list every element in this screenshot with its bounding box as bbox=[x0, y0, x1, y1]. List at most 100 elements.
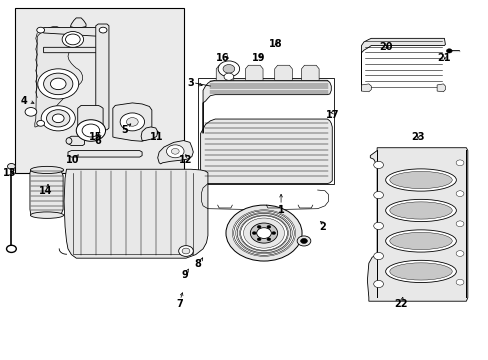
Circle shape bbox=[37, 121, 44, 126]
Polygon shape bbox=[361, 84, 370, 92]
Text: 23: 23 bbox=[410, 132, 424, 142]
Text: 10: 10 bbox=[66, 155, 80, 165]
Circle shape bbox=[455, 279, 463, 285]
Circle shape bbox=[446, 49, 451, 53]
Text: 8: 8 bbox=[194, 259, 201, 269]
Text: 22: 22 bbox=[393, 299, 407, 309]
Polygon shape bbox=[96, 24, 109, 130]
Text: 11: 11 bbox=[150, 132, 163, 142]
Polygon shape bbox=[203, 80, 330, 134]
Polygon shape bbox=[245, 65, 263, 80]
Circle shape bbox=[171, 148, 179, 154]
Text: 4: 4 bbox=[20, 96, 27, 106]
Circle shape bbox=[239, 215, 288, 251]
Circle shape bbox=[43, 73, 73, 95]
Circle shape bbox=[243, 218, 284, 248]
Polygon shape bbox=[43, 28, 107, 37]
Circle shape bbox=[99, 27, 107, 33]
Circle shape bbox=[373, 280, 383, 288]
Text: 5: 5 bbox=[122, 125, 128, 135]
Polygon shape bbox=[361, 39, 445, 91]
Circle shape bbox=[266, 225, 270, 228]
Polygon shape bbox=[436, 84, 445, 92]
Ellipse shape bbox=[30, 212, 63, 219]
Text: 15: 15 bbox=[89, 132, 102, 142]
Circle shape bbox=[50, 78, 66, 90]
Circle shape bbox=[52, 114, 64, 123]
Circle shape bbox=[373, 192, 383, 199]
Circle shape bbox=[455, 191, 463, 197]
Polygon shape bbox=[43, 47, 107, 53]
Circle shape bbox=[257, 238, 261, 241]
Circle shape bbox=[62, 32, 83, 47]
Ellipse shape bbox=[389, 263, 451, 280]
Ellipse shape bbox=[389, 232, 451, 249]
Circle shape bbox=[225, 205, 302, 261]
Text: 16: 16 bbox=[215, 53, 229, 63]
Circle shape bbox=[126, 118, 138, 126]
Circle shape bbox=[300, 238, 307, 243]
Polygon shape bbox=[274, 65, 292, 80]
Circle shape bbox=[122, 120, 134, 129]
Text: 3: 3 bbox=[187, 78, 194, 88]
Circle shape bbox=[266, 238, 270, 241]
Text: 9: 9 bbox=[181, 270, 188, 280]
Circle shape bbox=[166, 145, 183, 158]
Circle shape bbox=[82, 124, 100, 137]
Circle shape bbox=[218, 61, 239, 77]
Circle shape bbox=[455, 251, 463, 256]
Circle shape bbox=[46, 110, 70, 127]
Circle shape bbox=[257, 225, 261, 228]
Polygon shape bbox=[35, 27, 82, 127]
Text: 21: 21 bbox=[437, 53, 450, 63]
Circle shape bbox=[6, 245, 16, 252]
Ellipse shape bbox=[385, 260, 455, 283]
Text: 13: 13 bbox=[3, 168, 16, 178]
Polygon shape bbox=[200, 119, 331, 184]
Circle shape bbox=[65, 34, 80, 45]
Text: 19: 19 bbox=[252, 53, 265, 63]
Text: 20: 20 bbox=[378, 42, 392, 52]
Ellipse shape bbox=[389, 202, 451, 219]
Polygon shape bbox=[68, 150, 142, 157]
Text: 12: 12 bbox=[179, 155, 192, 165]
Polygon shape bbox=[113, 103, 152, 141]
Circle shape bbox=[250, 223, 277, 243]
Bar bbox=[15, 8, 183, 173]
Ellipse shape bbox=[385, 169, 455, 191]
Ellipse shape bbox=[66, 138, 72, 144]
Bar bbox=[198, 78, 333, 184]
Polygon shape bbox=[70, 18, 86, 28]
Circle shape bbox=[41, 106, 75, 131]
Polygon shape bbox=[69, 136, 84, 145]
Circle shape bbox=[76, 120, 105, 141]
Polygon shape bbox=[158, 140, 193, 164]
Circle shape bbox=[232, 210, 295, 256]
Text: 7: 7 bbox=[176, 299, 183, 309]
Polygon shape bbox=[64, 169, 207, 258]
Polygon shape bbox=[141, 127, 158, 140]
Circle shape bbox=[38, 69, 79, 99]
Circle shape bbox=[224, 73, 233, 80]
Circle shape bbox=[25, 108, 37, 116]
Circle shape bbox=[235, 212, 292, 254]
Ellipse shape bbox=[389, 171, 451, 189]
Circle shape bbox=[373, 161, 383, 168]
Circle shape bbox=[120, 113, 144, 131]
Circle shape bbox=[297, 236, 310, 246]
Text: 14: 14 bbox=[39, 186, 52, 196]
Circle shape bbox=[178, 246, 193, 256]
Ellipse shape bbox=[385, 199, 455, 222]
Circle shape bbox=[37, 27, 44, 33]
Text: 18: 18 bbox=[269, 39, 283, 49]
Circle shape bbox=[256, 228, 271, 238]
Ellipse shape bbox=[30, 166, 63, 174]
Polygon shape bbox=[301, 65, 319, 80]
Circle shape bbox=[373, 222, 383, 229]
Circle shape bbox=[182, 248, 189, 254]
Text: 17: 17 bbox=[325, 111, 338, 121]
Circle shape bbox=[455, 160, 463, 166]
Text: 2: 2 bbox=[319, 222, 325, 231]
Polygon shape bbox=[366, 148, 467, 301]
Circle shape bbox=[271, 231, 275, 234]
